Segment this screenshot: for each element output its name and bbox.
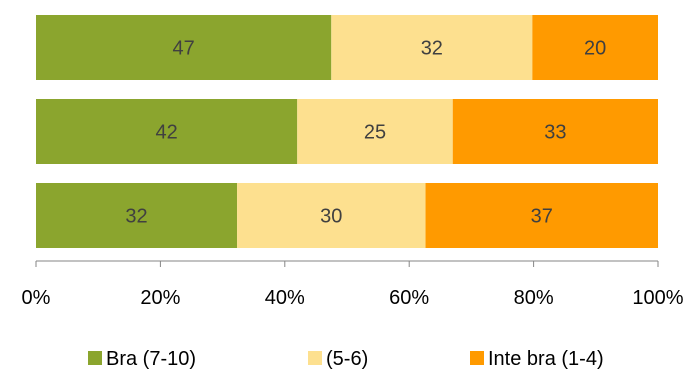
- data-label: 30: [320, 206, 342, 228]
- bar-segment-row2-series2: [297, 99, 453, 164]
- bar-segment-row3-series3: [425, 183, 658, 248]
- x-tick-label: 0%: [22, 287, 51, 309]
- bar-segment-row1-series1: [36, 15, 332, 80]
- legend-label: Inte bra (1-4): [488, 348, 604, 370]
- x-tick-label: 20%: [140, 287, 180, 309]
- legend-swatch: [470, 351, 484, 365]
- data-label: 32: [125, 206, 147, 228]
- data-label: 37: [531, 206, 553, 228]
- legend: Bra (7-10) (5-6) Inte bra (1-4): [88, 348, 604, 370]
- data-label: 42: [155, 122, 177, 144]
- bars-area: 47 32 20 42 25 33 32 30 37: [36, 15, 658, 248]
- x-tick-label: 80%: [514, 287, 554, 309]
- bar-segment-row3-series2: [237, 183, 426, 248]
- x-tick-label: 40%: [265, 287, 305, 309]
- legend-label: Bra (7-10): [106, 348, 196, 370]
- legend-label: (5-6): [326, 348, 368, 370]
- data-label: 32: [421, 38, 443, 60]
- data-label: 20: [584, 38, 606, 60]
- legend-swatch: [308, 351, 322, 365]
- data-label: 47: [173, 38, 195, 60]
- legend-swatch: [88, 351, 102, 365]
- bar-segment-row2-series3: [452, 99, 658, 164]
- data-label: 33: [544, 122, 566, 144]
- data-label: 25: [364, 122, 386, 144]
- bar-segment-row1-series3: [532, 15, 658, 80]
- bar-segment-row1-series2: [331, 15, 533, 80]
- x-tick-label: 60%: [389, 287, 429, 309]
- x-tick-label: 100%: [632, 287, 683, 309]
- x-axis: 0% 20% 40% 60% 80% 100%: [22, 260, 684, 309]
- bar-segment-row2-series1: [36, 99, 298, 164]
- bar-segment-row3-series1: [36, 183, 238, 248]
